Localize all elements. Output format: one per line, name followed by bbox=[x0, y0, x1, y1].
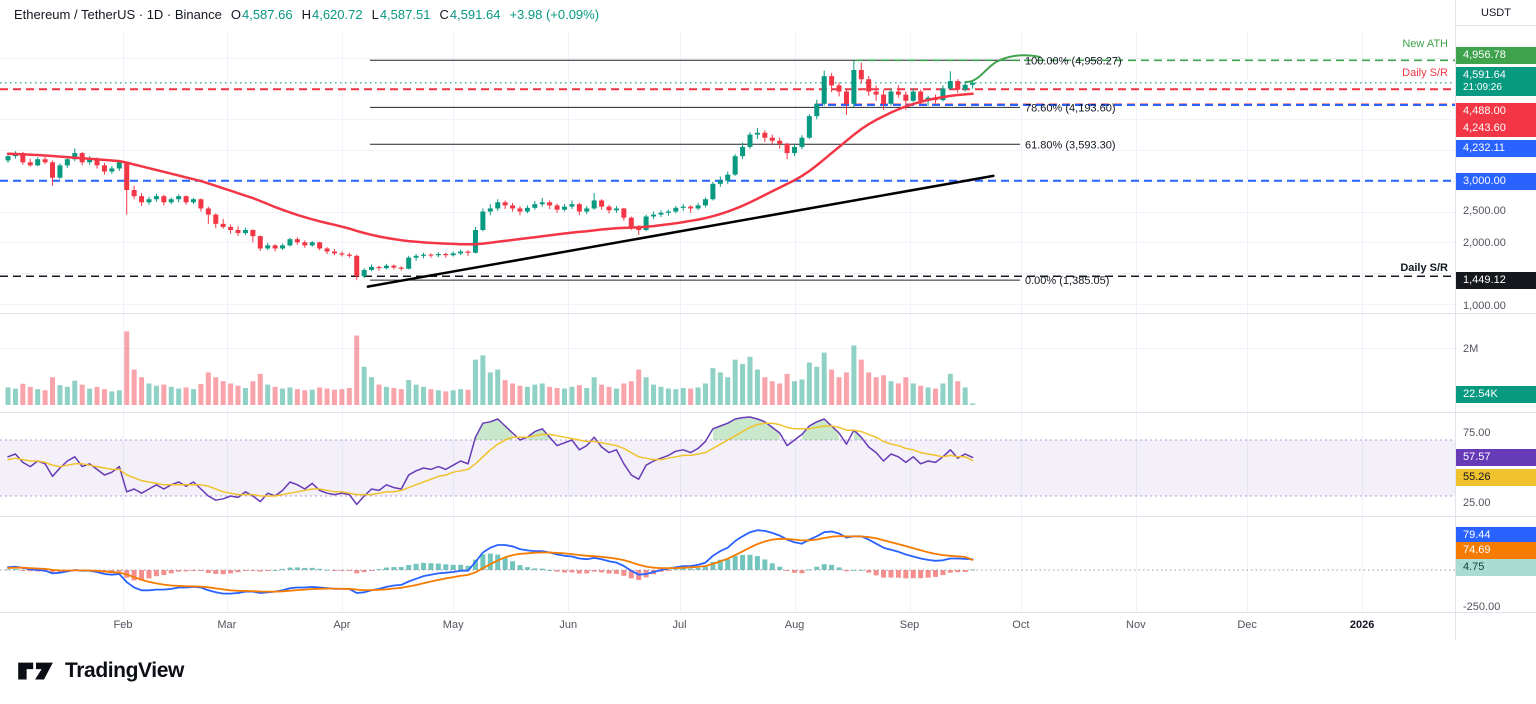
price-label-sr-1449[interactable]: 1,449.12 bbox=[1456, 271, 1536, 289]
svg-text:Daily S/R: Daily S/R bbox=[1402, 67, 1448, 79]
volume-bars[interactable] bbox=[5, 331, 976, 405]
tradingview-logo-icon[interactable] bbox=[16, 656, 56, 686]
time-axis-label: May bbox=[442, 619, 464, 631]
trend-line[interactable] bbox=[366, 174, 995, 288]
macd-lines[interactable] bbox=[0, 529, 1455, 595]
scale-tick: -250.00 bbox=[1463, 601, 1501, 613]
support-resistance-lines[interactable] bbox=[0, 59, 1455, 277]
time-axis-label: 2026 bbox=[1349, 619, 1375, 631]
rsi-band bbox=[0, 439, 1455, 497]
price-label-macd-value[interactable]: 79.44 bbox=[1456, 526, 1536, 544]
scale-tick: 1,000.00 bbox=[1463, 300, 1506, 312]
rsi-lines[interactable] bbox=[7, 416, 974, 506]
low-value: L 4,587.51 bbox=[371, 7, 431, 22]
main-chart[interactable]: 100.00% (4,958.27) 78.60% (4,193.60) 61.80… bbox=[0, 0, 1536, 640]
scale-tick: 2,000.00 bbox=[1463, 237, 1506, 249]
time-axis-label: Feb bbox=[113, 619, 133, 631]
time-axis-label: Oct bbox=[1012, 619, 1030, 631]
pane-separators bbox=[0, 313, 1536, 613]
time-axis-label: Jul bbox=[672, 619, 687, 631]
svg-text:100.00% (4,958.27): 100.00% (4,958.27) bbox=[1025, 55, 1122, 67]
price-label-level-3000[interactable]: 3,000.00 bbox=[1456, 172, 1536, 190]
svg-text:0.00% (1,385.05): 0.00% (1,385.05) bbox=[1025, 275, 1109, 287]
price-label-rsi-ma-value[interactable]: 55.26 bbox=[1456, 468, 1536, 486]
price-scale[interactable]: USDT 2,500.00 2,000.00 1,000.00 2M 75.00 25.0… bbox=[1455, 0, 1536, 640]
symbol-info-bar: Ethereum / TetherUS · 1D · Binance O 4,58… bbox=[14, 7, 599, 22]
open-value: O 4,587.66 bbox=[230, 7, 293, 22]
svg-text:New ATH: New ATH bbox=[1402, 38, 1448, 50]
price-label-sr-4488[interactable]: 4,488.00 bbox=[1456, 102, 1536, 120]
svg-text:78.60% (4,193.60): 78.60% (4,193.60) bbox=[1025, 102, 1116, 114]
footer: TradingView bbox=[16, 656, 184, 686]
chart-text-labels: 100.00% (4,958.27) 78.60% (4,193.60) 61.80… bbox=[1025, 38, 1448, 287]
svg-text:Daily S/R: Daily S/R bbox=[1400, 262, 1448, 274]
scale-tick: 2M bbox=[1463, 343, 1479, 355]
scale-tick: 75.00 bbox=[1463, 427, 1491, 439]
candlestick-series[interactable] bbox=[5, 60, 976, 281]
time-axis-label: Dec bbox=[1237, 619, 1257, 631]
moving-average-line[interactable] bbox=[6, 92, 974, 246]
time-axis-label: Sep bbox=[899, 619, 920, 631]
symbol-title[interactable]: Ethereum / TetherUS · 1D · Binance bbox=[14, 7, 222, 22]
price-label-level-4232[interactable]: 4,232.11 bbox=[1456, 139, 1536, 157]
brand-name[interactable]: TradingView bbox=[65, 659, 184, 682]
price-label-macd-hist-value[interactable]: 4.75 bbox=[1456, 558, 1536, 576]
time-axis-label: Nov bbox=[1126, 619, 1146, 631]
price-label-ath-price[interactable]: 4,956.78 bbox=[1456, 46, 1536, 64]
price-label-macd-signal-value[interactable]: 74.69 bbox=[1456, 541, 1536, 559]
time-axis-label: Mar bbox=[217, 619, 237, 631]
time-axis[interactable]: Feb Mar Apr May Jun Jul Aug Sep Oct Nov Dec 2026 bbox=[0, 612, 1455, 640]
scale-tick: 25.00 bbox=[1463, 497, 1491, 509]
ath-annotation-curve[interactable] bbox=[965, 54, 1041, 83]
price-label-volume-value[interactable]: 22.54K bbox=[1456, 385, 1536, 403]
time-axis-label: Apr bbox=[333, 619, 351, 631]
price-label-rsi-value[interactable]: 57.57 bbox=[1456, 448, 1536, 466]
grid-lines bbox=[0, 32, 1455, 612]
countdown-timer: 21:09:26 bbox=[1463, 82, 1502, 93]
scale-tick: 2,500.00 bbox=[1463, 205, 1506, 217]
high-value: H 4,620.72 bbox=[301, 7, 363, 22]
svg-text:61.80% (3,593.30): 61.80% (3,593.30) bbox=[1025, 139, 1116, 151]
time-axis-label: Aug bbox=[784, 619, 805, 631]
close-value: C 4,591.64 bbox=[439, 7, 501, 22]
change-value: +3.98 (+0.09%) bbox=[509, 7, 600, 22]
currency-label[interactable]: USDT bbox=[1456, 0, 1536, 26]
time-axis-label: Jun bbox=[559, 619, 578, 631]
price-label-sr-4243[interactable]: 4,243.60 bbox=[1456, 119, 1536, 137]
price-label-current-price[interactable]: 4,591.64 21:09:26 bbox=[1456, 67, 1536, 96]
